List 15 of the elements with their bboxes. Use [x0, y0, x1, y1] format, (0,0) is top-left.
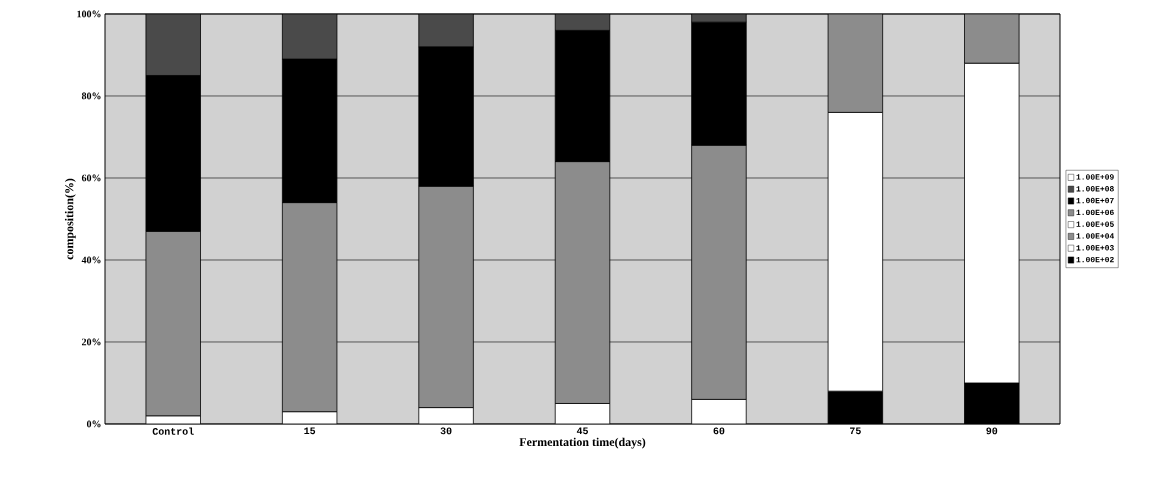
y-tick-label: 20%: [81, 338, 101, 346]
x-tick-label: 75: [850, 427, 861, 435]
x-tick-label: Control: [152, 427, 194, 435]
x-tick-label: 30: [440, 427, 452, 435]
x-tick-label: 60: [713, 427, 725, 435]
y-axis-title: composition(%): [64, 178, 76, 260]
y-tick-label: 80%: [81, 92, 101, 100]
x-tick-label: 45: [576, 427, 588, 435]
y-tick-label: 40%: [81, 256, 101, 264]
x-tick-label: 90: [986, 427, 998, 435]
y-tick-label: 100%: [77, 10, 101, 18]
y-tick-label: 0%: [86, 420, 101, 428]
y-tick-label: 60%: [81, 174, 101, 182]
x-tick-label: 15: [304, 427, 316, 435]
x-axis-title: Fermentation time(days): [519, 437, 646, 449]
